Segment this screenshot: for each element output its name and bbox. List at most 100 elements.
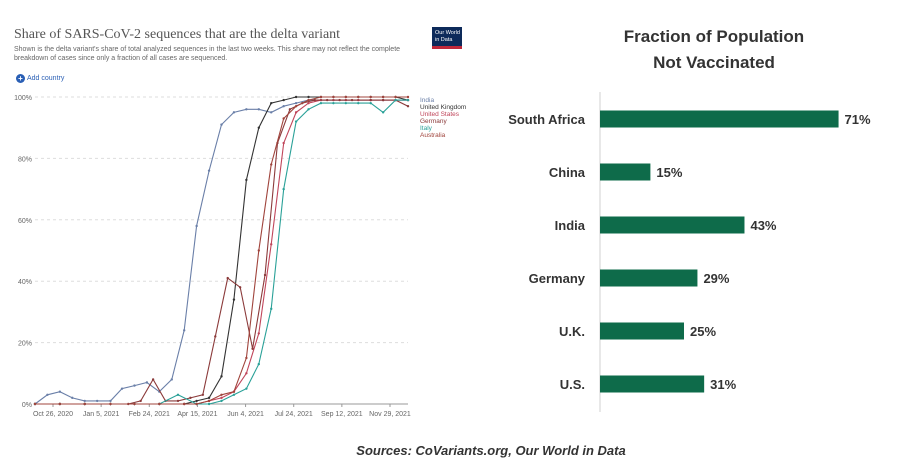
delta-chart-subtitle: Shown is the delta variant's share of to… — [14, 46, 401, 62]
data-point-india — [220, 123, 223, 126]
data-point-united-states — [282, 141, 285, 145]
data-point-india — [195, 224, 198, 228]
value-label: 71% — [845, 112, 871, 127]
data-point-india — [183, 329, 186, 332]
data-point-germany — [325, 98, 329, 102]
delta-line-chart: 0% 20% 40% 60% 80% 100% Oct 26, 2020 Jan 5, 202… — [14, 95, 466, 418]
data-point-australia — [195, 402, 198, 406]
data-point-italy — [232, 393, 236, 396]
x-tick-label: Oct 26, 2020 — [33, 411, 73, 418]
data-point-germany — [369, 98, 372, 102]
data-point-australia — [257, 249, 260, 252]
data-point-italy — [294, 120, 298, 123]
series-line-india — [34, 99, 408, 405]
data-point-united-kingdom — [282, 98, 285, 102]
x-tick-label: Jul 24, 2021 — [275, 411, 313, 418]
data-point-india — [120, 387, 124, 390]
y-tick-label: 0% — [22, 402, 32, 409]
data-point-italy — [245, 387, 248, 390]
data-point-india — [83, 399, 86, 403]
data-point-germany — [238, 286, 242, 289]
data-point-united-kingdom — [232, 298, 236, 301]
data-point-united-states — [307, 101, 310, 105]
data-point-italy — [307, 108, 310, 111]
value-label: 31% — [710, 377, 736, 392]
value-label: 43% — [750, 218, 776, 233]
bar-chart-title-line1: Fraction of Population — [623, 27, 805, 46]
data-point-india — [46, 393, 49, 396]
data-point-australia — [183, 402, 186, 406]
data-point-united-kingdom — [270, 101, 273, 105]
data-point-australia — [307, 98, 310, 102]
data-point-australia — [133, 402, 136, 406]
data-point-united-kingdom — [307, 95, 310, 99]
series-line-united-states — [35, 99, 408, 405]
data-point-germany — [151, 378, 155, 381]
data-point-united-kingdom — [220, 375, 223, 378]
bar — [600, 216, 745, 234]
data-point-italy — [270, 307, 273, 311]
legend-item: Australia — [420, 132, 446, 139]
data-point-australia — [381, 95, 385, 99]
data-point-india — [207, 169, 211, 172]
legend-item: United States — [420, 111, 460, 118]
data-point-united-kingdom — [245, 178, 248, 182]
bar — [600, 375, 705, 393]
data-point-australia — [207, 399, 211, 403]
data-point-italy — [282, 187, 285, 191]
data-point-australia — [357, 95, 360, 99]
data-point-germany — [381, 98, 385, 102]
data-point-australia — [245, 356, 248, 360]
data-point-italy — [369, 101, 372, 105]
category-label: India — [555, 218, 586, 233]
data-point-italy — [257, 362, 260, 366]
data-point-italy — [381, 111, 385, 114]
data-point-australia — [58, 402, 62, 406]
data-point-united-states — [220, 396, 223, 400]
data-point-australia — [158, 402, 161, 406]
data-point-india — [58, 390, 62, 393]
plus-circle-icon: + — [16, 74, 25, 83]
data-point-australia — [232, 390, 236, 393]
data-point-australia — [332, 95, 335, 99]
legend-item: Italy — [420, 125, 433, 132]
bar — [600, 322, 684, 340]
category-label: U.S. — [560, 377, 585, 392]
value-label: 25% — [690, 324, 716, 339]
data-point-germany — [214, 335, 217, 338]
data-point-india — [270, 111, 273, 114]
data-point-india — [145, 381, 149, 384]
data-point-australia — [294, 105, 298, 108]
category-label: Germany — [529, 271, 586, 286]
data-point-united-states — [294, 111, 298, 114]
bar — [600, 163, 651, 181]
series-line-italy — [35, 99, 408, 405]
data-point-italy — [344, 101, 348, 105]
data-point-italy — [357, 101, 360, 105]
y-tick-label: 20% — [18, 341, 32, 348]
data-point-australia — [406, 95, 410, 99]
delta-chart-title: Share of SARS-CoV-2 sequences that are t… — [14, 27, 341, 42]
data-point-australia — [319, 95, 323, 99]
data-point-australia — [270, 163, 273, 166]
vaccination-chart-panel: Fraction of Population Not Vaccinated So… — [480, 0, 922, 430]
data-point-italy — [220, 399, 223, 403]
data-point-italy — [207, 402, 211, 406]
data-point-united-states — [270, 243, 273, 246]
add-country-button[interactable]: + Add country — [16, 74, 64, 83]
data-point-germany — [189, 396, 192, 400]
value-label: 29% — [703, 271, 729, 286]
data-point-india — [294, 101, 298, 105]
data-point-australia — [369, 95, 372, 99]
data-point-australia — [83, 402, 86, 406]
add-country-label: Add country — [27, 75, 65, 82]
x-tick-label: Apr 15, 2021 — [177, 411, 217, 418]
data-point-united-kingdom — [294, 95, 298, 99]
x-tick-label: Jan 5, 2021 — [83, 411, 120, 418]
owid-logo[interactable]: Our World in Data — [432, 27, 462, 49]
data-point-united-kingdom — [257, 126, 260, 129]
x-tick-label: Jun 4, 2021 — [227, 411, 264, 418]
data-point-germany — [338, 98, 341, 102]
source-caption: Sources: CoVariants.org, Our World in Da… — [356, 443, 626, 458]
data-point-germany — [313, 98, 316, 102]
